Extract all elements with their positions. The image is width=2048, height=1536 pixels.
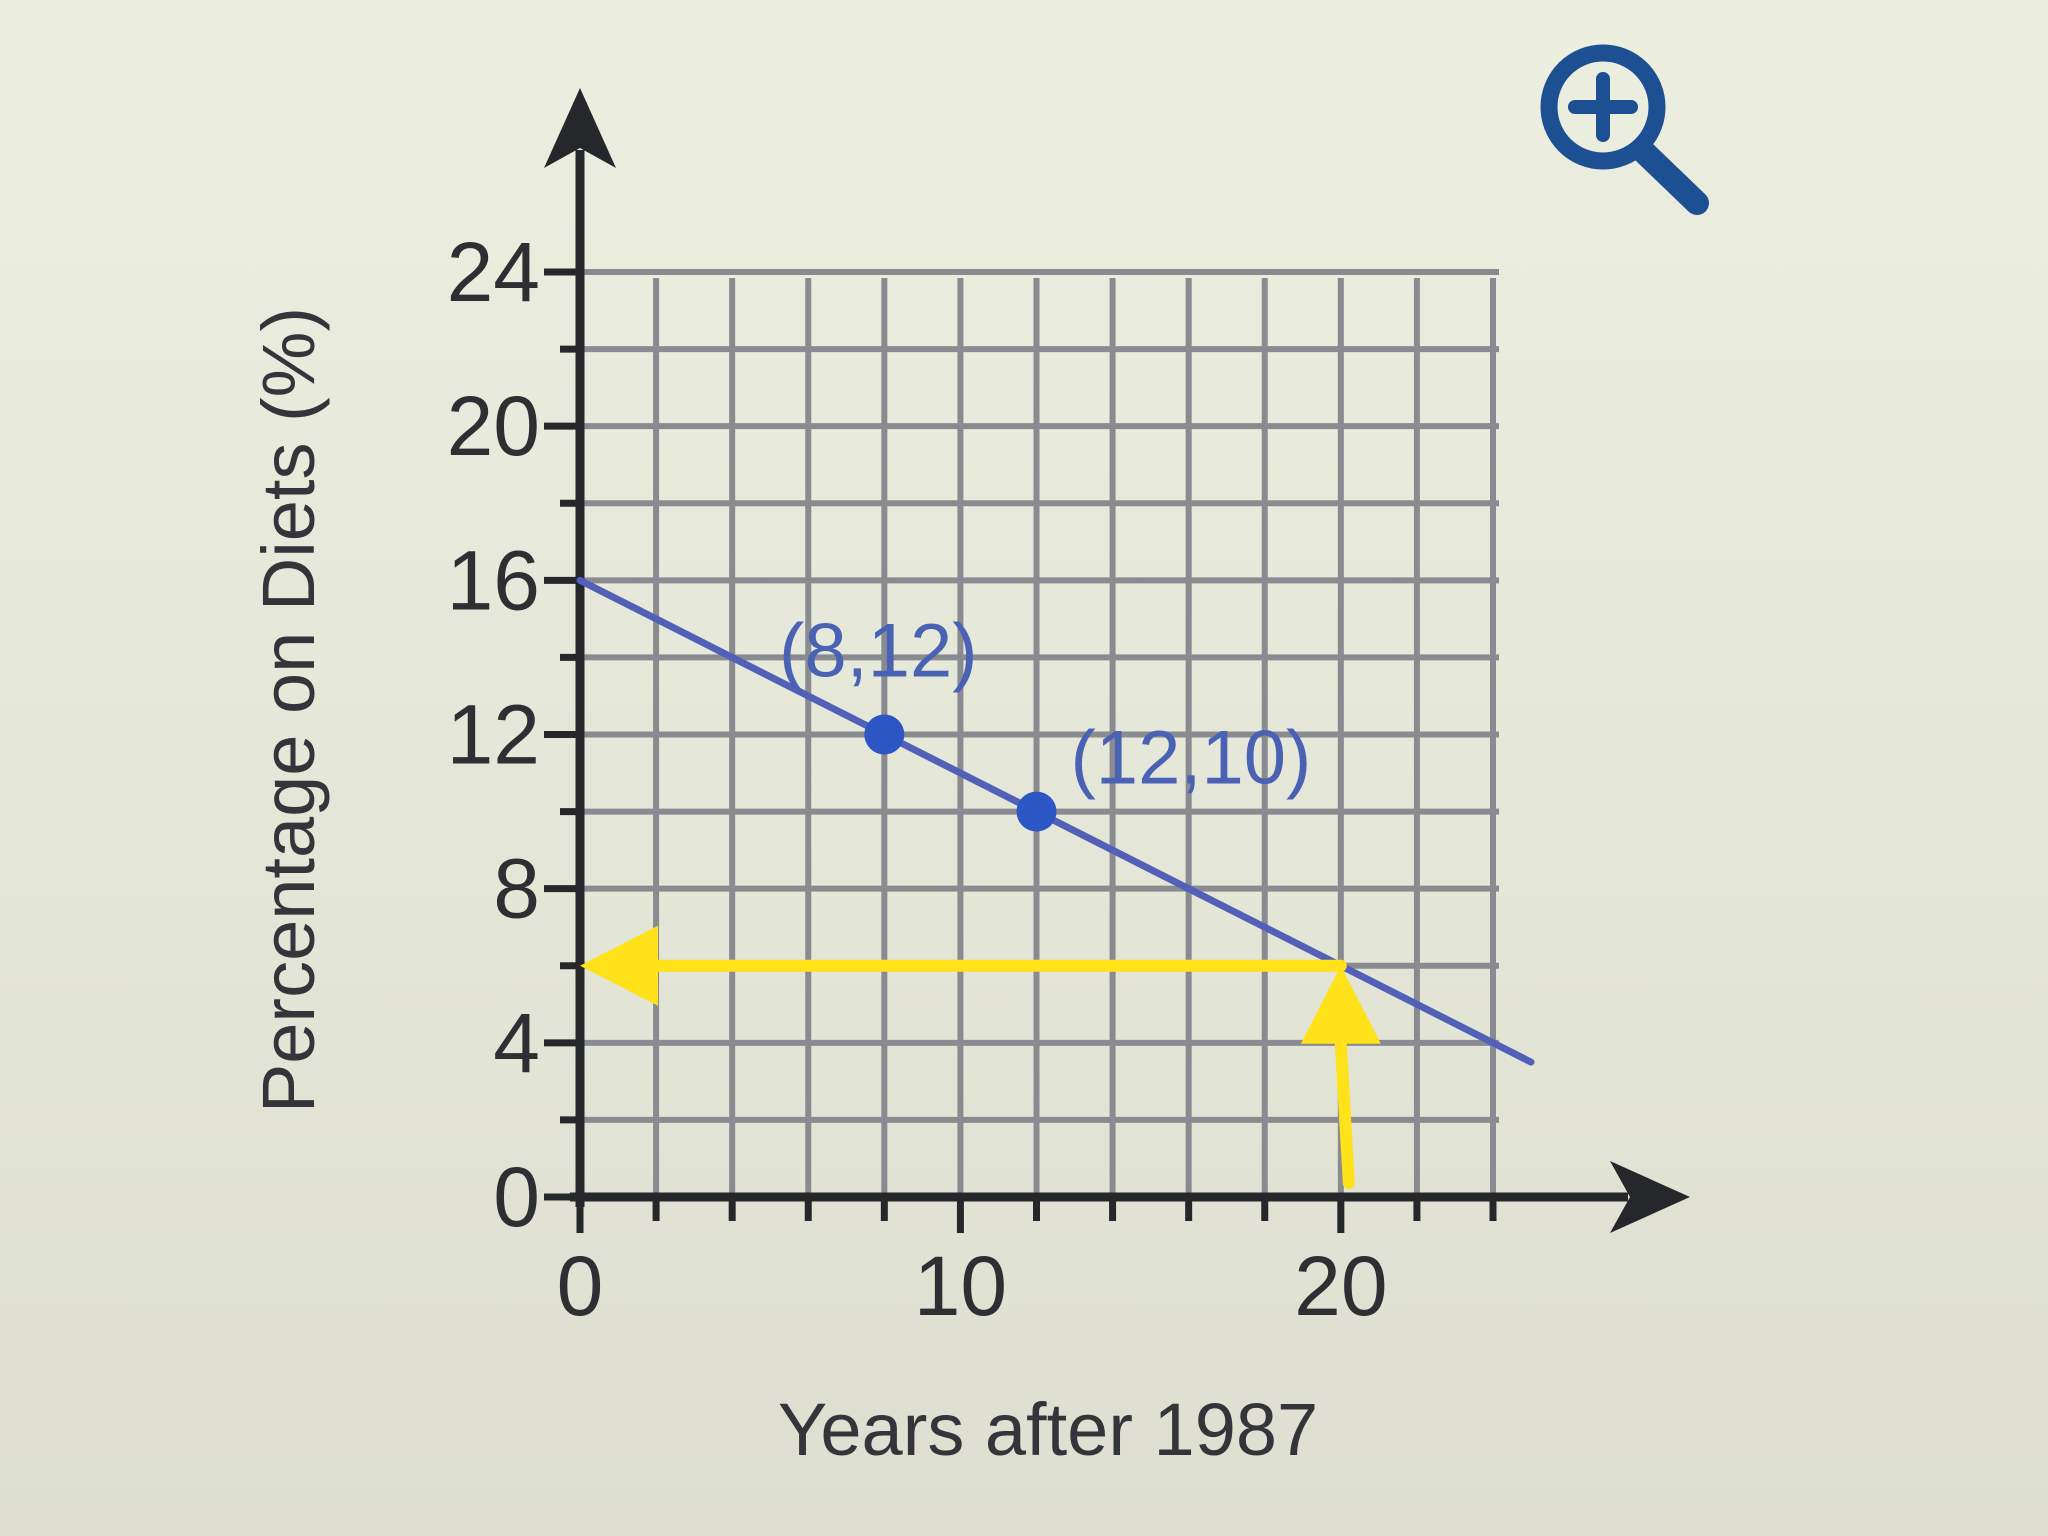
x-axis-arrowhead <box>1610 1161 1690 1233</box>
axes <box>544 88 1690 1233</box>
x-axis-title: Years after 1987 <box>778 1388 1318 1471</box>
series <box>576 576 1535 1066</box>
annotation-arrow-shaft <box>1334 1037 1355 1189</box>
annotations <box>580 925 1381 1189</box>
annotation-arrow <box>580 925 1347 1006</box>
y-tick-label: 20 <box>447 379 540 473</box>
tick-labels: 0 4 8 12 16 20 24 0 10 20 <box>447 225 1388 1333</box>
y-tick-label: 12 <box>447 688 540 782</box>
series-line <box>576 576 1535 1066</box>
x-tick-label: 10 <box>914 1239 1007 1333</box>
annotation-arrow <box>1300 965 1381 1189</box>
data-point-label: (12,10) <box>1071 716 1312 801</box>
y-tick-label: 16 <box>447 533 540 627</box>
annotation-arrow-head <box>580 925 658 1006</box>
x-tick-label: 0 <box>557 1239 604 1333</box>
data-point <box>864 714 905 755</box>
y-tick-label: 8 <box>493 842 540 936</box>
y-tick-label: 24 <box>447 225 540 319</box>
zoom-in-icon <box>1540 44 1709 215</box>
y-axis-title: Percentage on Diets (%) <box>247 307 330 1113</box>
y-tick-label: 4 <box>493 996 540 1090</box>
data-point-label: (8,12) <box>779 609 978 694</box>
y-tick-label: 0 <box>493 1150 540 1244</box>
points: (8,12) (12,10) <box>779 609 1311 832</box>
data-point <box>1016 791 1057 832</box>
zoom-in-button[interactable] <box>1540 44 1709 215</box>
x-tick-label: 20 <box>1294 1239 1387 1333</box>
annotation-arrow-head <box>1300 965 1381 1044</box>
grid <box>580 269 1499 1197</box>
y-axis-arrowhead <box>544 88 616 168</box>
